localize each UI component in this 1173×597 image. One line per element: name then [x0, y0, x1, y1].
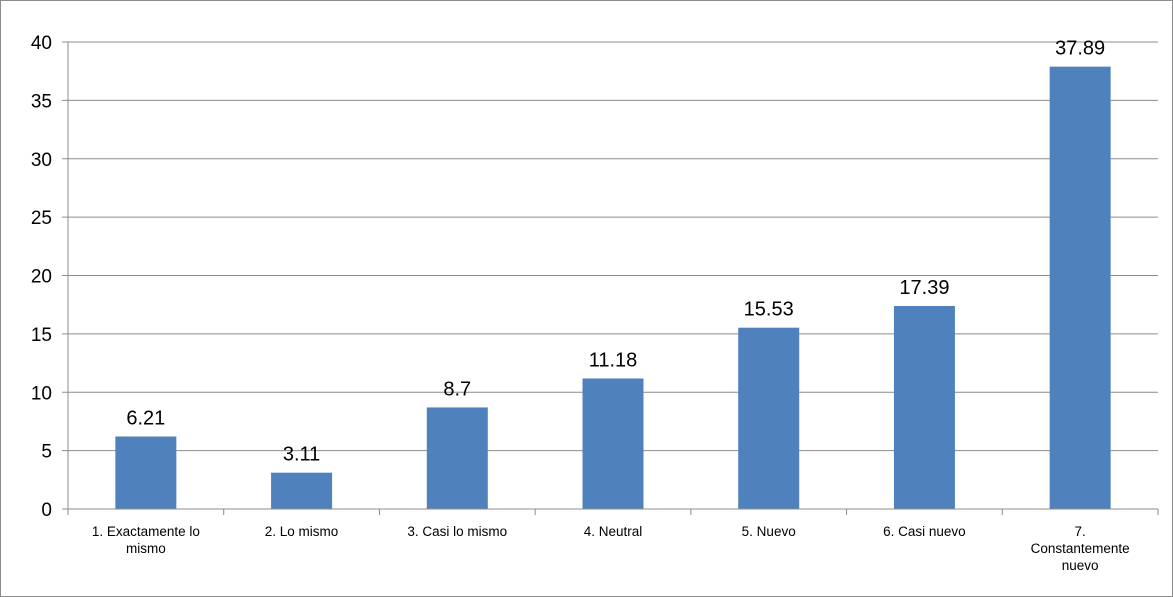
bar [115, 436, 177, 509]
bar [738, 327, 800, 509]
data-label: 11.18 [589, 349, 638, 371]
data-label: 6.21 [126, 407, 165, 429]
data-label: 8.7 [443, 378, 471, 400]
data-labels: 6.21 3.11 8.7 11.18 15.53 17.39 37.89 [126, 38, 1105, 466]
x-tick-label: 2. Lo mismo [264, 524, 339, 539]
x-tick-label: 1. Exactamente lo mismo [91, 524, 200, 556]
y-tick-label: 0 [41, 500, 52, 521]
bar [271, 472, 333, 509]
bar [582, 378, 644, 509]
bar [1049, 66, 1111, 509]
y-tick-label: 10 [31, 383, 52, 404]
x-axis-ticks [67, 509, 1159, 515]
x-tick-label: 3. Casi lo mismo [407, 524, 508, 539]
bar [893, 305, 955, 509]
y-tick-label: 25 [31, 208, 52, 229]
y-tick-label: 20 [31, 267, 52, 288]
y-axis-ticks: 0 5 10 15 20 25 30 35 40 [31, 33, 68, 521]
data-label: 37.89 [1055, 38, 1105, 60]
x-tick-label: 7. Constantemente nuevo [1030, 524, 1130, 573]
y-tick-label: 30 [31, 150, 52, 171]
data-label: 3.11 [283, 444, 320, 466]
y-tick-label: 40 [31, 33, 52, 54]
x-tick-label: 5. Nuevo [741, 524, 796, 539]
gridlines [68, 41, 1158, 452]
bars [115, 66, 1111, 509]
bar [426, 407, 488, 509]
data-label: 15.53 [744, 299, 794, 321]
y-tick-label: 5 [41, 442, 52, 463]
x-tick-label: 6. Casi nuevo [883, 524, 966, 539]
y-tick-label: 35 [31, 91, 52, 112]
y-tick-label: 15 [31, 325, 52, 346]
x-tick-label: 4. Neutral [583, 524, 643, 539]
axes [67, 42, 1158, 510]
data-label: 17.39 [899, 277, 949, 299]
